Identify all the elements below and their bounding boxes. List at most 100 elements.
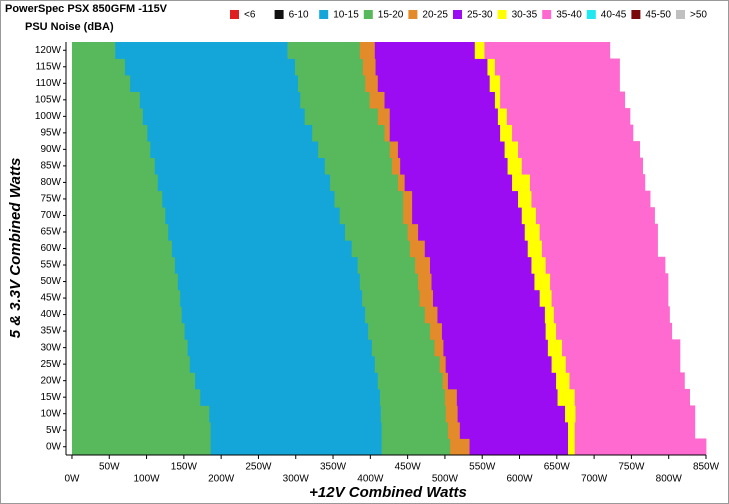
legend-label: 45-50 bbox=[645, 10, 671, 21]
segment bbox=[184, 322, 369, 340]
segment bbox=[174, 256, 359, 274]
legend-label: 20-25 bbox=[422, 10, 448, 21]
segment bbox=[544, 306, 555, 324]
segment bbox=[469, 438, 569, 456]
segment bbox=[154, 157, 326, 175]
y-tick-label: 85W bbox=[40, 161, 61, 172]
segment bbox=[150, 141, 319, 159]
segment bbox=[71, 75, 131, 92]
segment bbox=[574, 388, 690, 406]
y-tick-label: 120W bbox=[35, 45, 62, 56]
segment bbox=[439, 355, 447, 373]
segment bbox=[565, 355, 681, 373]
chart-title: PowerSpec PSX 850GFM -115V bbox=[5, 3, 168, 15]
segment bbox=[445, 405, 459, 423]
segment bbox=[362, 289, 420, 307]
legend-swatch bbox=[586, 10, 596, 19]
y-tick-label: 65W bbox=[40, 227, 61, 238]
segment bbox=[489, 75, 501, 92]
segment bbox=[297, 75, 366, 92]
segment bbox=[177, 273, 361, 291]
segment bbox=[562, 339, 681, 357]
legend-label: 6-10 bbox=[289, 10, 309, 21]
segment bbox=[574, 438, 707, 456]
segment bbox=[71, 273, 179, 291]
segment bbox=[418, 223, 526, 241]
legend-swatch bbox=[453, 10, 462, 19]
segment bbox=[339, 207, 404, 225]
segment bbox=[71, 58, 126, 76]
y-tick-label: 80W bbox=[40, 177, 61, 188]
segment bbox=[534, 273, 551, 291]
segment bbox=[71, 240, 173, 258]
legend-label: 35-40 bbox=[556, 10, 582, 21]
segment bbox=[124, 58, 296, 76]
segment bbox=[389, 124, 501, 142]
legend-label: 30-35 bbox=[512, 10, 538, 21]
segment bbox=[444, 388, 458, 406]
segment bbox=[374, 42, 476, 59]
x-tick-label: 550W bbox=[469, 462, 496, 473]
segment bbox=[115, 42, 288, 59]
segment bbox=[71, 42, 116, 59]
segment bbox=[494, 58, 620, 76]
segment bbox=[403, 207, 413, 225]
segment bbox=[521, 157, 643, 175]
segment bbox=[304, 108, 379, 125]
x-tick-label: 700W bbox=[581, 474, 608, 485]
segment bbox=[441, 322, 547, 340]
legend-label: 25-30 bbox=[467, 10, 493, 21]
segment bbox=[142, 108, 306, 125]
x-tick-label: 600W bbox=[506, 474, 533, 485]
segment bbox=[521, 207, 537, 225]
segment bbox=[71, 174, 159, 192]
segment bbox=[71, 322, 186, 340]
legend-label: >50 bbox=[690, 10, 707, 21]
segment bbox=[71, 141, 151, 159]
segment bbox=[189, 355, 376, 373]
segment bbox=[547, 339, 563, 357]
segment bbox=[529, 174, 646, 192]
segment bbox=[287, 42, 361, 59]
segment bbox=[447, 421, 461, 439]
segment bbox=[404, 174, 513, 192]
segment bbox=[381, 421, 449, 439]
segment bbox=[71, 306, 183, 324]
segment bbox=[497, 108, 508, 125]
segment bbox=[71, 207, 166, 225]
x-tick-label: 350W bbox=[320, 462, 347, 473]
segment bbox=[504, 141, 519, 159]
legend-swatch bbox=[542, 10, 552, 19]
y-tick-label: 115W bbox=[36, 61, 62, 72]
segment bbox=[430, 256, 532, 274]
y-tick-label: 20W bbox=[40, 375, 61, 386]
segment bbox=[381, 438, 451, 456]
y-tick-label: 15W bbox=[40, 392, 61, 403]
segment bbox=[165, 207, 341, 225]
segment bbox=[432, 289, 541, 307]
segment bbox=[442, 372, 449, 390]
y-tick-label: 0W bbox=[46, 441, 62, 452]
x-tick-label: 450W bbox=[395, 462, 422, 473]
segment bbox=[371, 339, 435, 357]
segment bbox=[71, 421, 212, 439]
segment bbox=[557, 388, 576, 406]
segment bbox=[71, 388, 201, 406]
legend-swatch bbox=[408, 10, 418, 19]
segment bbox=[71, 124, 148, 142]
legend-label: <6 bbox=[244, 10, 256, 21]
segment bbox=[506, 108, 631, 125]
segment bbox=[351, 240, 411, 258]
segment bbox=[565, 405, 576, 423]
segment bbox=[524, 223, 541, 241]
segment bbox=[368, 322, 431, 340]
segment bbox=[324, 157, 393, 175]
segment bbox=[71, 405, 210, 423]
legend-swatch bbox=[319, 10, 329, 19]
segment bbox=[362, 58, 376, 76]
segment bbox=[424, 306, 438, 324]
legend-label: 10-15 bbox=[333, 10, 359, 21]
segment bbox=[139, 91, 301, 109]
